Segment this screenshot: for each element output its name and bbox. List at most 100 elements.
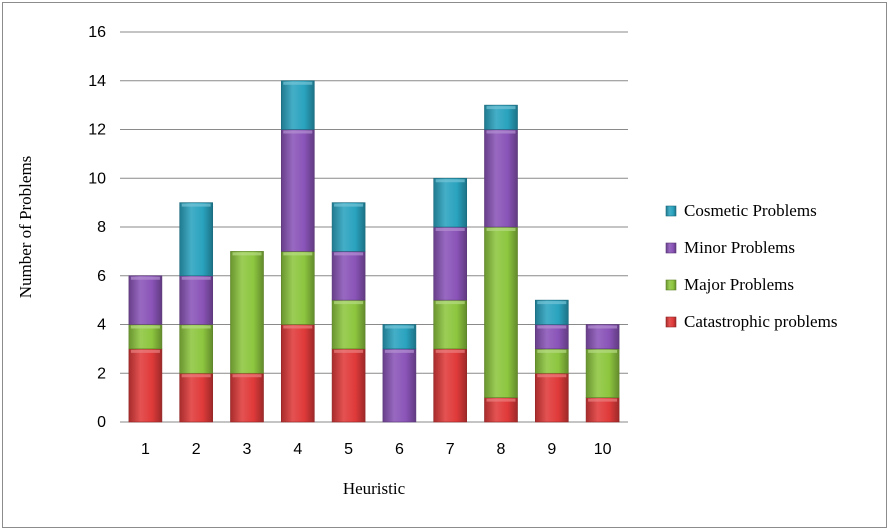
bar-segment-minor-problems xyxy=(179,275,214,325)
bar-highlight xyxy=(283,325,313,329)
y-tick-label: 0 xyxy=(97,414,106,431)
bar-segment-cosmetic-problems xyxy=(331,202,366,252)
bar-highlight xyxy=(334,349,364,353)
bar-segment-major-problems xyxy=(280,251,315,325)
bar-highlight xyxy=(537,301,567,305)
bar-highlight xyxy=(283,252,313,256)
x-tick-label: 4 xyxy=(293,441,302,458)
bar-highlight xyxy=(181,203,211,207)
legend-label: Cosmetic Problems xyxy=(684,201,817,220)
y-tick-label: 12 xyxy=(88,122,106,139)
bar-highlight xyxy=(588,325,618,329)
bar-segment-major-problems xyxy=(484,226,518,398)
bar-highlight xyxy=(537,374,567,378)
bar-segment-minor-problems xyxy=(128,275,163,325)
bar-segment-cosmetic-problems xyxy=(534,299,569,325)
bar-segment-cosmetic-problems xyxy=(280,80,315,130)
bar-segment-minor-problems xyxy=(280,129,315,252)
y-tick-label: 6 xyxy=(97,268,106,285)
legend-label: Catastrophic problems xyxy=(684,312,837,331)
bar-segment-cosmetic-problems xyxy=(179,202,214,277)
y-tick-label: 4 xyxy=(97,317,106,334)
bar-highlight xyxy=(537,349,567,353)
bar-segment-cosmetic-problems xyxy=(484,104,518,130)
x-tick-label: 6 xyxy=(395,441,404,458)
bar-highlight xyxy=(486,398,516,402)
bar-segment-catastrophic-problems xyxy=(331,348,366,423)
bar-segment-minor-problems xyxy=(433,226,468,301)
bar-highlight xyxy=(384,349,414,353)
bar-segment-major-problems xyxy=(433,299,468,350)
bar-highlight xyxy=(486,106,516,110)
y-tick-label: 16 xyxy=(88,24,106,41)
bar-segment-major-problems xyxy=(331,299,366,350)
bar-segment-major-problems xyxy=(128,324,163,350)
bar-highlight xyxy=(435,179,465,183)
bar-segment-major-problems xyxy=(179,324,214,374)
x-tick-label: 1 xyxy=(141,441,150,458)
y-tick-label: 14 xyxy=(88,73,106,90)
bar-highlight xyxy=(435,349,465,353)
bar-highlight xyxy=(537,325,567,329)
bar-segment-cosmetic-problems xyxy=(382,324,417,350)
bar-segment-catastrophic-problems xyxy=(128,348,163,423)
bar-highlight xyxy=(181,276,211,280)
bar-segment-major-problems xyxy=(230,251,264,374)
y-tick-label: 10 xyxy=(88,170,106,187)
bar-highlight xyxy=(588,398,618,402)
x-tick-label: 2 xyxy=(192,441,201,458)
x-axis-title: Heuristic xyxy=(343,479,406,498)
bar-segment-minor-problems xyxy=(331,251,366,301)
bar-segment-catastrophic-problems xyxy=(433,348,468,423)
y-tick-label: 8 xyxy=(97,219,106,236)
bar-highlight xyxy=(232,374,262,378)
bar-segment-catastrophic-problems xyxy=(179,372,214,423)
bar-segment-minor-problems xyxy=(585,324,620,350)
bar-highlight xyxy=(334,203,364,207)
x-tick-label: 3 xyxy=(243,441,252,458)
bar-segment-minor-problems xyxy=(484,129,518,228)
bar-segment-minor-problems xyxy=(382,348,417,423)
bar-highlight xyxy=(435,228,465,231)
y-tick-label: 2 xyxy=(97,365,106,382)
bar-segment-major-problems xyxy=(534,348,569,374)
legend-swatch xyxy=(665,242,677,254)
x-tick-label: 9 xyxy=(547,441,556,458)
bar-segment-catastrophic-problems xyxy=(230,372,264,423)
bar-highlight xyxy=(232,252,262,256)
bar-highlight xyxy=(130,349,160,353)
bar-highlight xyxy=(435,301,465,305)
bar-highlight xyxy=(486,228,516,231)
bar-segment-catastrophic-problems xyxy=(534,372,569,423)
bar-segment-major-problems xyxy=(585,348,620,398)
bar-segment-cosmetic-problems xyxy=(433,177,468,228)
x-tick-label: 5 xyxy=(344,441,353,458)
legend-swatch xyxy=(665,279,677,291)
bar-highlight xyxy=(334,252,364,256)
bar-highlight xyxy=(588,349,618,353)
bar-highlight xyxy=(283,130,313,134)
legend: Cosmetic Problems Minor Problems Major Pro… xyxy=(665,201,837,331)
bar-highlight xyxy=(130,276,160,280)
x-tick-label: 7 xyxy=(446,441,455,458)
bars xyxy=(128,80,620,423)
bar-highlight xyxy=(181,374,211,378)
bar-highlight xyxy=(181,325,211,329)
legend-label: Major Problems xyxy=(684,275,794,294)
bar-highlight xyxy=(384,325,414,329)
bar-highlight xyxy=(486,130,516,134)
bar-highlight xyxy=(283,81,313,85)
x-tick-label: 8 xyxy=(497,441,506,458)
legend-swatch xyxy=(665,316,677,328)
bar-segment-catastrophic-problems xyxy=(280,324,315,423)
bar-highlight xyxy=(130,325,160,329)
bar-segment-catastrophic-problems xyxy=(484,397,518,423)
legend-swatch xyxy=(665,205,677,217)
y-axis-title: Number of Problems xyxy=(16,156,35,299)
legend-label: Minor Problems xyxy=(684,238,795,257)
y-tick-labels: 0 2 4 6 8 10 12 14 16 xyxy=(88,24,106,431)
bar-highlight xyxy=(334,301,364,305)
bar-segment-catastrophic-problems xyxy=(585,397,620,423)
x-tick-label: 10 xyxy=(594,441,612,458)
